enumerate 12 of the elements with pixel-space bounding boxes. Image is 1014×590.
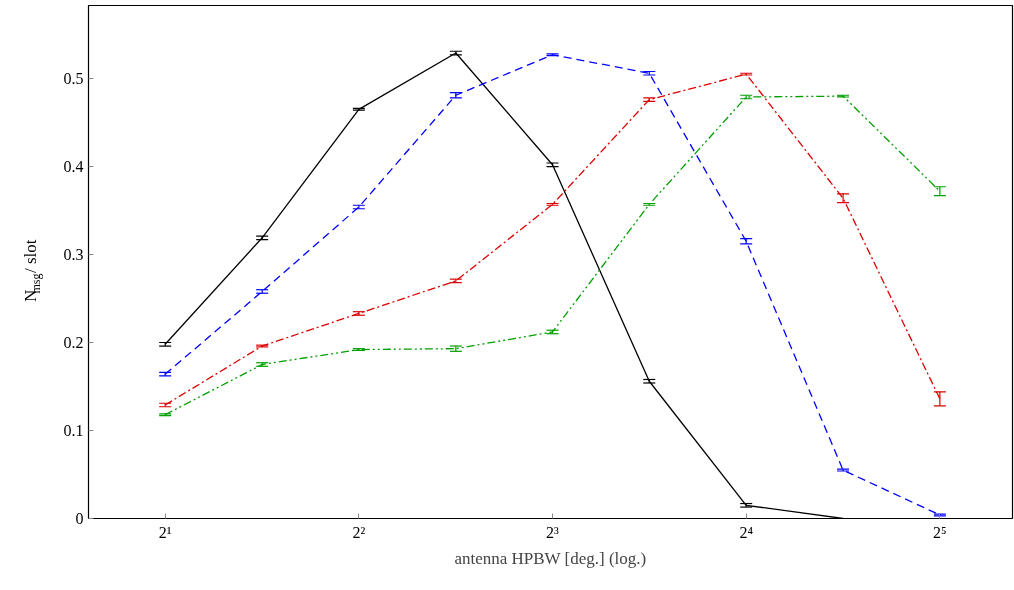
y-tick-label: 0.1	[63, 422, 84, 440]
x-axis-title: antenna HPBW [deg.] (log.)	[454, 548, 647, 568]
y-tick-label: 0.4	[63, 158, 84, 176]
x-tick-label: 2⁵	[933, 523, 947, 541]
x-tick-label: 2³	[546, 523, 560, 541]
y-tick-label: 0.5	[63, 70, 84, 88]
y-tick-label: 0.3	[63, 246, 84, 264]
y-tick-label: 0	[75, 510, 84, 527]
x-tick-label: 2⁴	[739, 523, 754, 541]
x-tick-label: 2²	[352, 523, 366, 541]
x-tick-label: 2¹	[158, 523, 172, 541]
y-tick-label: 0.2	[63, 334, 84, 352]
